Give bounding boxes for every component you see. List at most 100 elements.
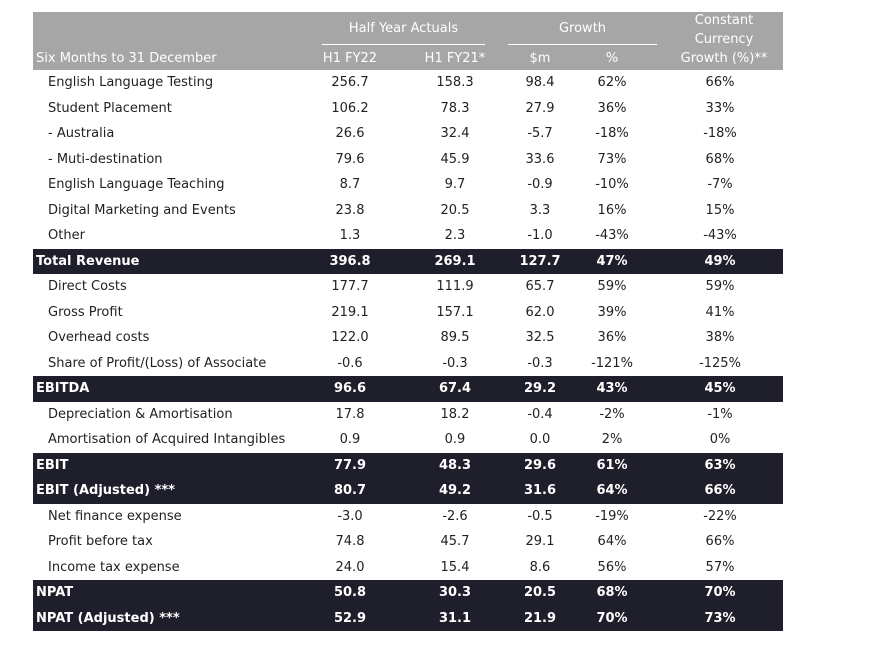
row-value: 56% xyxy=(597,559,627,575)
row-value: 26.6 xyxy=(335,126,365,141)
row-value: 8.7 xyxy=(339,177,361,192)
row-value: 15% xyxy=(705,202,735,218)
row-label: EBIT (Adjusted) *** xyxy=(36,483,175,498)
row-value: 63% xyxy=(704,457,736,473)
row-value: -1% xyxy=(707,406,733,422)
row-value: 0.0 xyxy=(529,432,551,447)
row-value: 78.3 xyxy=(440,100,470,116)
table-row: Student Placement 106.2 78.3 27.9 36% 33% xyxy=(33,96,783,122)
row-value: -0.3 xyxy=(442,355,468,371)
row-value: 2.3 xyxy=(444,228,466,243)
row-value: 29.1 xyxy=(525,534,555,549)
table-row: Net finance expense -3.0 -2.6 -0.5 -19% -22% xyxy=(33,504,783,530)
row-value: 48.3 xyxy=(438,457,472,473)
row-label: Digital Marketing and Events xyxy=(48,202,236,218)
row-label: - Muti-destination xyxy=(48,151,163,167)
col-h1-fy21: H1 FY21* xyxy=(424,51,486,66)
row-value: 45% xyxy=(704,381,736,396)
row-value: 157.1 xyxy=(436,304,474,320)
table-row: Depreciation & Amortisation 17.8 18.2 -0.4 -… xyxy=(33,402,783,428)
col-growth-m: $m xyxy=(529,51,551,66)
row-value: -7% xyxy=(707,177,733,192)
row-value: 38% xyxy=(705,330,735,345)
row-value: 68% xyxy=(705,151,735,167)
row-value: -19% xyxy=(595,508,629,524)
row-label: Net finance expense xyxy=(48,508,182,524)
cc-header-1: Constant xyxy=(694,13,754,28)
row-value: 158.3 xyxy=(436,75,474,90)
row-value: 66% xyxy=(705,534,735,549)
col-h1-fy22: H1 FY22 xyxy=(322,51,378,66)
row-value: 3.3 xyxy=(529,202,551,218)
row-value: 45.9 xyxy=(440,151,470,167)
row-value: -1.0 xyxy=(527,228,553,243)
row-value: 15.4 xyxy=(440,559,470,575)
row-value: 122.0 xyxy=(331,330,369,345)
row-label: Direct Costs xyxy=(48,279,127,294)
table-row: EBIT (Adjusted) *** 80.7 49.2 31.6 64% 66% xyxy=(33,478,783,504)
row-value: 36% xyxy=(597,330,627,345)
row-value: 0% xyxy=(709,432,731,447)
row-value: 2% xyxy=(601,432,623,447)
row-value: 32.4 xyxy=(440,126,470,141)
row-value: 177.7 xyxy=(331,279,369,294)
row-value: 256.7 xyxy=(331,75,369,90)
row-value: 106.2 xyxy=(331,100,369,116)
table-row: EBITDA 96.6 67.4 29.2 43% 45% xyxy=(33,376,783,402)
row-label: NPAT xyxy=(36,585,74,600)
row-label: Student Placement xyxy=(48,100,172,116)
row-value: 31.1 xyxy=(438,610,472,626)
row-value: 96.6 xyxy=(333,381,367,396)
row-value: 79.6 xyxy=(335,151,365,167)
row-value: -43% xyxy=(703,228,737,243)
table-header: Six Months to 31 December Half Year Actu… xyxy=(33,12,783,70)
row-value: 0.9 xyxy=(339,432,361,447)
row-label: English Language Teaching xyxy=(48,177,225,192)
row-value: 21.9 xyxy=(523,610,557,626)
table-row: NPAT (Adjusted) *** 52.9 31.1 21.9 70% 73% xyxy=(33,605,783,631)
row-value: -22% xyxy=(703,508,737,524)
row-value: 396.8 xyxy=(329,253,371,269)
row-value: 20.5 xyxy=(523,585,557,600)
table-row: Amortisation of Acquired Intangibles 0.9 0… xyxy=(33,427,783,453)
divider xyxy=(322,44,485,45)
row-value: 33.6 xyxy=(525,151,555,167)
row-value: -0.4 xyxy=(527,406,553,422)
table-row: Total Revenue 396.8 269.1 127.7 47% 49% xyxy=(33,248,783,274)
row-value: 73% xyxy=(704,610,736,626)
row-value: 70% xyxy=(596,610,628,626)
row-value: 73% xyxy=(597,151,627,167)
table-body: English Language Testing 256.7 158.3 98.4 62… xyxy=(33,70,783,631)
table-row: Direct Costs 177.7 111.9 65.7 59% 59% xyxy=(33,274,783,300)
row-value: 31.6 xyxy=(523,483,557,498)
table-row: English Language Testing 256.7 158.3 98.4 62… xyxy=(33,70,783,96)
row-label: Overhead costs xyxy=(48,330,150,345)
row-value: 29.2 xyxy=(523,381,557,396)
table-row: Profit before tax 74.8 45.7 29.1 64% 66% xyxy=(33,529,783,555)
row-value: -3.0 xyxy=(337,508,363,524)
row-value: 52.9 xyxy=(333,610,367,626)
row-value: 62.0 xyxy=(525,304,555,320)
cc-header-3: Growth (%)** xyxy=(680,51,768,66)
row-value: -10% xyxy=(595,177,629,192)
row-value: 98.4 xyxy=(525,75,555,90)
table-row: Overhead costs 122.0 89.5 32.5 36% 38% xyxy=(33,325,783,351)
row-value: 8.6 xyxy=(529,559,551,575)
row-label: Depreciation & Amortisation xyxy=(48,406,233,422)
col-growth-pct: % xyxy=(605,51,619,66)
row-label: Other xyxy=(48,228,85,243)
row-value: 32.5 xyxy=(525,330,555,345)
row-value: 80.7 xyxy=(333,483,367,498)
row-value: 89.5 xyxy=(440,330,470,345)
half-year-actuals-header: Half Year Actuals xyxy=(348,21,459,36)
row-value: -0.5 xyxy=(527,508,553,524)
row-value: 59% xyxy=(597,279,627,294)
row-value: 70% xyxy=(704,585,736,600)
row-value: 18.2 xyxy=(440,406,470,422)
table-row: - Muti-destination 79.6 45.9 33.6 73% 68% xyxy=(33,147,783,173)
table-row: Digital Marketing and Events 23.8 20.5 3.3 1… xyxy=(33,198,783,224)
row-value: 64% xyxy=(597,534,627,549)
row-label: Share of Profit/(Loss) of Associate xyxy=(48,355,267,371)
table-row: Gross Profit 219.1 157.1 62.0 39% 41% xyxy=(33,300,783,326)
row-value: 47% xyxy=(596,253,628,269)
